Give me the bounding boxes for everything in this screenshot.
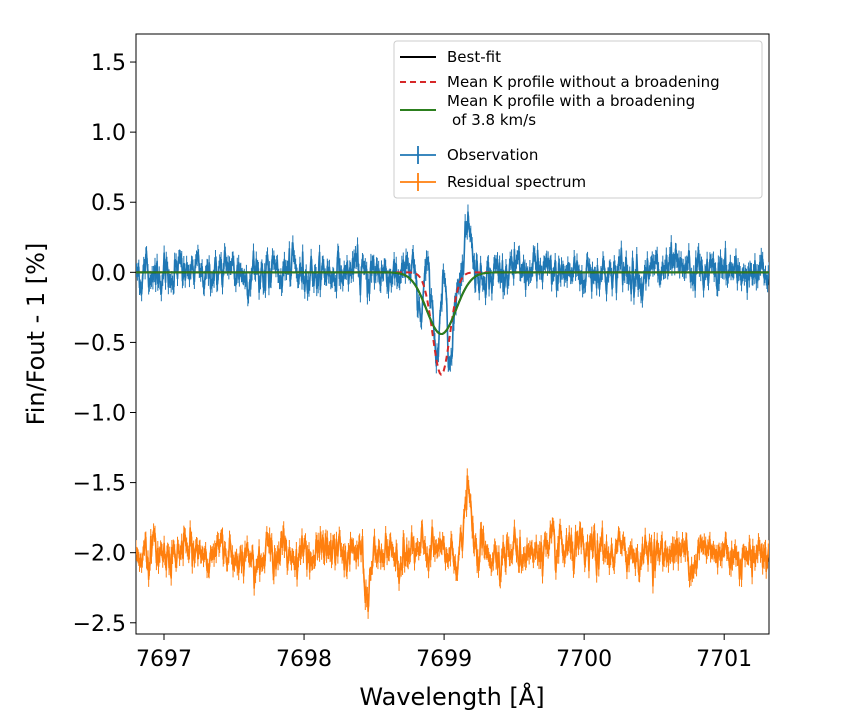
y-tick-label: 1.5 — [91, 51, 126, 76]
legend-label: Observation — [447, 146, 538, 164]
legend-label: Mean K profile without a broadening — [447, 73, 720, 91]
x-tick-label: 7698 — [276, 647, 332, 672]
y-tick-label: 0.5 — [91, 191, 126, 216]
x-axis-label: Wavelength [Å] — [359, 682, 544, 711]
series-line — [136, 475, 769, 612]
y-tick-label: −2.0 — [73, 542, 126, 567]
x-tick-label: 7701 — [696, 647, 752, 672]
y-axis: 1.5 1.0 0.5 0.0 −0.5 −1.0 −1.5 −2.0 −2.5 — [73, 51, 136, 637]
legend-label: Mean K profile with a broadening — [447, 92, 695, 110]
series-residual-spectrum — [136, 468, 769, 619]
legend: Best-fit Mean K profile without a broade… — [393, 40, 763, 199]
y-axis-label: Fin/Fout - 1 [%] — [22, 243, 50, 426]
y-tick-label: −2.5 — [73, 612, 126, 637]
y-tick-label: 1.0 — [91, 121, 126, 146]
x-axis: 7697 7698 7699 7700 7701 — [136, 634, 752, 672]
legend-item: Residual spectrum — [400, 173, 586, 191]
series-layer — [136, 204, 769, 619]
legend-label: Best-fit — [447, 48, 501, 66]
legend-item: Best-fit — [400, 48, 501, 66]
y-tick-label: −0.5 — [73, 331, 126, 356]
y-tick-label: 0.0 — [91, 261, 126, 286]
legend-item: Mean K profile without a broadening — [400, 73, 720, 91]
x-tick-label: 7699 — [416, 647, 472, 672]
series-mean-k-profile-with-a-broadening-of-3-8-km-s — [136, 271, 769, 336]
y-tick-label: −1.5 — [73, 472, 126, 497]
y-tick-label: −1.0 — [73, 402, 126, 427]
x-tick-label: 7700 — [556, 647, 612, 672]
legend-label: Residual spectrum — [447, 173, 586, 191]
legend-box — [393, 40, 763, 199]
legend-label-continued: of 3.8 km/s — [452, 111, 536, 129]
x-tick-label: 7697 — [136, 647, 192, 672]
legend-item: Observation — [400, 146, 538, 164]
